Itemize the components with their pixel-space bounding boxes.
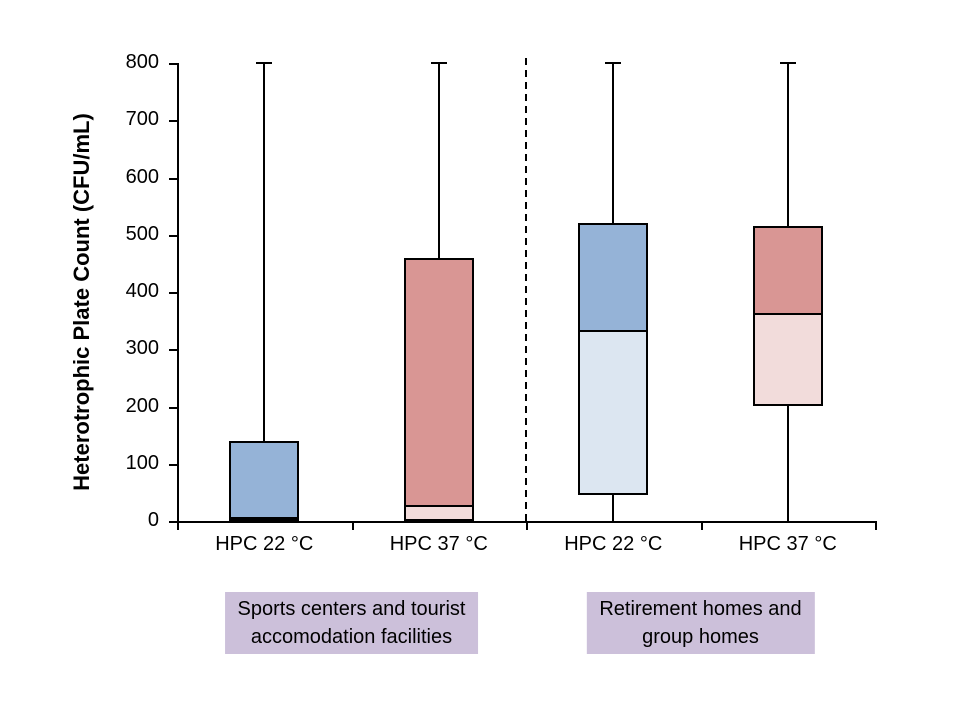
box-blue-HPC-22-°C (229, 440, 300, 521)
y-tick-label: 800 (125, 51, 159, 73)
y-tick-mark (169, 292, 177, 294)
y-tick-mark (169, 463, 177, 466)
y-tick-label: 0 (147, 509, 159, 531)
whisker-cap (256, 62, 273, 64)
x-tick-mark (526, 523, 528, 530)
box-upper-section (580, 225, 647, 333)
y-tick-label: 100 (125, 451, 159, 474)
whisker-cap (605, 62, 622, 64)
x-tick-mark (351, 523, 354, 530)
box-red-HPC-37-°C (403, 257, 474, 521)
y-tick-label: 200 (125, 394, 159, 417)
box-upper-section (754, 228, 821, 315)
x-tick-mark (875, 523, 877, 530)
y-tick-mark (169, 120, 177, 123)
group-label-line1: Sports centers and tourist (237, 598, 466, 620)
y-tick-label: 700 (125, 108, 159, 131)
x-category-label: HPC 22 °C (564, 533, 663, 555)
box-blue-HPC-22-°C (578, 223, 649, 496)
x-category-label: HPC 37 °C (738, 533, 837, 555)
y-tick-mark (169, 521, 177, 523)
y-tick-label: 300 (125, 337, 159, 360)
whisker-cap (430, 62, 447, 64)
x-tick-mark (700, 523, 703, 530)
group-label-line2: group homes (642, 626, 759, 648)
y-tick-label: 400 (125, 280, 159, 302)
x-category-label: HPC 37 °C (389, 533, 488, 555)
y-tick-mark (169, 349, 177, 352)
box-upper-section (405, 259, 472, 507)
whisker-line (263, 63, 266, 521)
group-label: Sports centers and tourist accomodation f… (224, 592, 479, 654)
group-label: Retirement homes and group homes (586, 592, 815, 654)
y-tick-mark (169, 234, 177, 237)
box-red-HPC-37-°C (752, 226, 823, 407)
group-label-line1: Retirement homes and (599, 598, 802, 620)
x-axis-line (177, 521, 877, 523)
y-tick-mark (169, 406, 177, 409)
x-tick-mark (177, 523, 179, 530)
group-separator-dashed-line (525, 58, 527, 521)
whisker-cap (779, 62, 796, 64)
y-tick-mark (169, 63, 177, 65)
box-upper-section (231, 442, 298, 519)
group-label-line2: accomodation facilities (250, 626, 453, 648)
y-tick-mark (169, 177, 177, 180)
y-tick-label: 500 (125, 222, 159, 245)
y-tick-label: 600 (125, 165, 159, 188)
x-category-label: HPC 22 °C (215, 533, 314, 555)
y-axis-line (177, 63, 179, 523)
